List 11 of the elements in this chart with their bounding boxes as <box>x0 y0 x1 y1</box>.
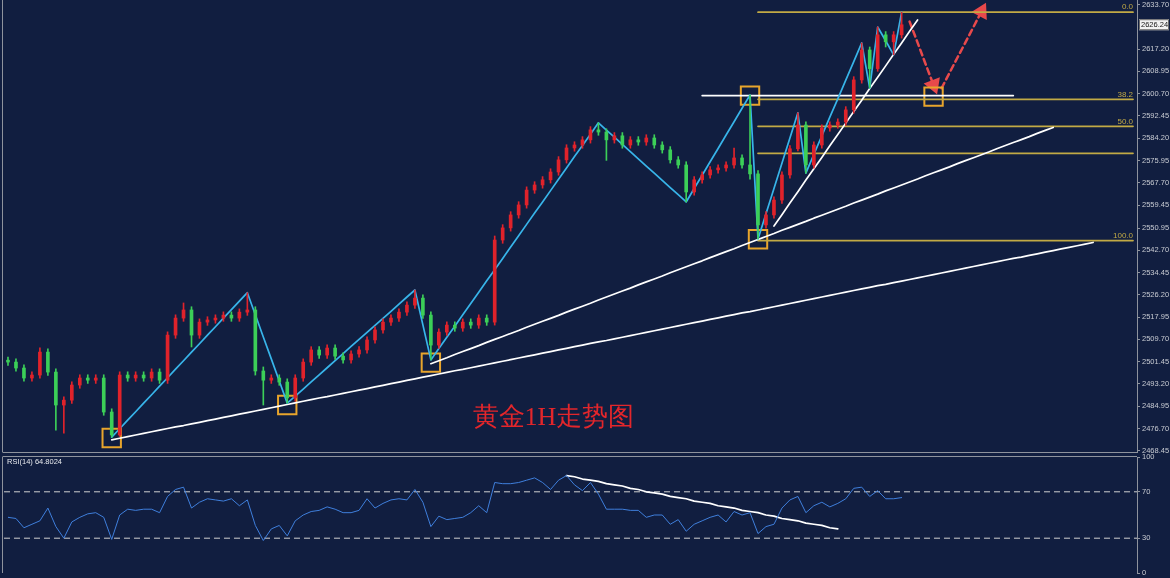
series-label: 100.0 <box>1112 230 1134 240</box>
point <box>101 427 122 449</box>
series-label: 50.0 <box>1117 116 1134 126</box>
text: 黄金1H走势图 <box>472 401 635 431</box>
point <box>739 85 761 106</box>
point <box>923 86 944 107</box>
point <box>747 229 769 250</box>
point <box>277 394 298 416</box>
series-label: 0.0 <box>1121 2 1134 12</box>
series-label: 38.2 <box>1117 89 1134 99</box>
point <box>420 352 442 373</box>
